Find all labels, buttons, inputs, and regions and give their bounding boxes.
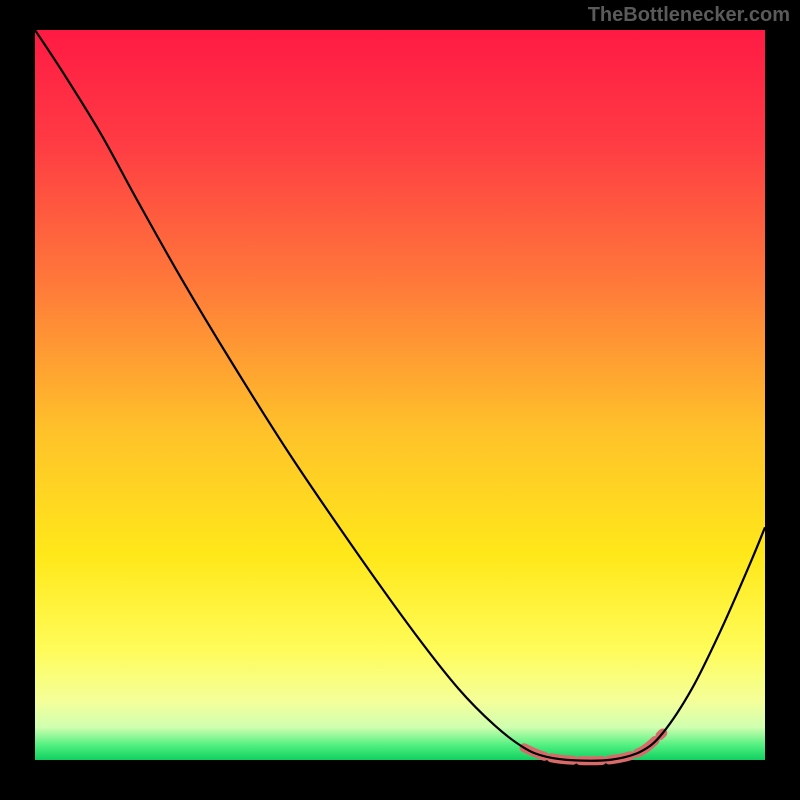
- chart-plot-area: [35, 30, 765, 770]
- watermark-text: TheBottlenecker.com: [588, 4, 790, 27]
- bottleneck-curve: [35, 30, 765, 761]
- chart-curve-layer: [35, 30, 765, 770]
